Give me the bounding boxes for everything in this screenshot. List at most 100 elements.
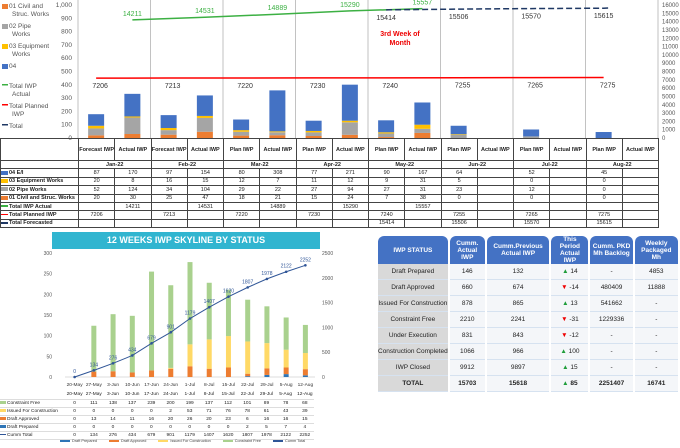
cumm-total-point [92, 369, 96, 372]
table-cell: 8 [114, 176, 152, 187]
table-cell: 27 [295, 185, 333, 195]
stacked-bar-segment [305, 136, 322, 138]
stacked-bar-segment [110, 371, 116, 377]
table-cell [621, 176, 660, 187]
legend-label: Cumm Total [283, 439, 306, 443]
cumm-actual: 15703 [449, 376, 485, 392]
stacked-bar-segment [245, 341, 251, 374]
month-label: Mar-22 [223, 159, 297, 170]
cumm-previous: 132 [486, 264, 550, 280]
stacked-bar-segment [450, 125, 467, 135]
this-period: ▲ 15 [551, 360, 589, 376]
x-axis-tick: 1-Jul [185, 382, 195, 388]
table-row: Draft Approved 0 13 14 11 16 20 26 20 23 6 16 16 15 [0, 415, 315, 424]
row-label-blank [0, 159, 79, 170]
table-cell: 15 [295, 193, 333, 203]
cumm-previous: 674 [486, 280, 550, 296]
category-label: Plan IWP [295, 138, 333, 161]
table-row: 01 Civil and Struc. Works 20 30 25 47 18 21 15 2… [0, 193, 660, 203]
table-cell: 0 [122, 407, 142, 416]
table-cell: 64 [440, 168, 478, 178]
table-cell: 76 [218, 407, 238, 416]
stacked-bar-segment [124, 117, 141, 135]
row-label-text: Total Forecasted [9, 220, 53, 227]
legend-swatch [1, 222, 8, 224]
right-axis-tick: 6000 [662, 86, 676, 92]
stacked-bar-segment [196, 95, 213, 116]
this-period-value: -12 [569, 332, 579, 339]
table-cell: 0 [65, 399, 85, 408]
table-cell: 2 [160, 407, 181, 416]
x-axis-tick: 17-Jun [144, 382, 159, 388]
right-axis-tick: 13000 [662, 28, 679, 34]
stacked-bar-segment [225, 367, 231, 377]
stacked-bar-segment [269, 90, 286, 132]
table-cell: 138 [103, 399, 123, 408]
cumm-actual: 1066 [449, 344, 485, 360]
stacked-bar-segment [124, 134, 141, 138]
stacked-bar-segment [88, 135, 105, 138]
row-label-blank [0, 391, 65, 400]
category-row: Forecast IWP Actual IWP Forecast IWP Actual… [0, 138, 660, 161]
skyline-title: 12 WEEKS IWP SKYLINE BY STATUS [52, 232, 320, 249]
left-axis-tick: 400 [61, 82, 72, 89]
pkd-backlog: - [590, 264, 633, 280]
legend-swatch [2, 44, 8, 49]
stacked-bar-segment [264, 368, 270, 375]
row-label-text: 02 Pipe Works [9, 186, 47, 193]
line-data-label: 7220 [237, 83, 253, 90]
table-cell: 68 [295, 399, 315, 408]
cumm-total-label: 1407 [204, 299, 215, 305]
left-axis-tick: 700 [61, 42, 72, 49]
cumm-total-point [207, 305, 211, 309]
stacked-bar-segment [305, 120, 322, 131]
table-cell: 15615 [585, 218, 623, 229]
x-axis-tick: 15-Jul [222, 382, 235, 388]
legend-swatch [0, 408, 6, 412]
month-label: Jun-22 [440, 159, 514, 170]
right-axis-tick: 2500 [322, 251, 333, 257]
right-axis-tick: 16000 [662, 3, 679, 9]
table-cell [367, 201, 406, 212]
week-label: 29-Jul [256, 391, 277, 400]
total-planned-iwp-line [96, 76, 604, 79]
table-cell: 12 [222, 176, 261, 187]
row-label: Total IWP Actual [0, 201, 79, 212]
table-cell: 29 [222, 185, 261, 195]
legend-swatch [1, 187, 8, 192]
table-cell [476, 168, 515, 178]
stacked-bar-segment [160, 134, 177, 138]
cumm-total-label: 0 [73, 369, 76, 375]
stacked-bar-segment [414, 102, 431, 125]
line-data-label: 14211 [123, 11, 142, 18]
table-cell: 0 [440, 193, 478, 203]
line-data-label: 7213 [165, 83, 181, 90]
category-label: Plan IWP [222, 138, 261, 161]
status-name: Construction Completed [378, 344, 448, 360]
table-cell: 20 [160, 415, 181, 424]
table-cell: 200 [160, 399, 181, 408]
pkd-backlog: 1229336 [590, 312, 633, 328]
table-cell: 16 [276, 415, 296, 424]
right-axis-tick: 1500 [322, 301, 333, 307]
stacked-bar-segment [233, 131, 250, 136]
legend-label: 01 Civil and Struc. Works [9, 3, 50, 18]
legend-label: Total Planned IWP [9, 103, 49, 118]
week-label: 3-Jun [103, 391, 123, 400]
row-label-text: Issued For Construction [7, 408, 58, 414]
cumm-total-label: 1978 [261, 271, 272, 277]
this-period-value: -31 [569, 316, 579, 323]
week-label: 24-Jun [160, 391, 181, 400]
category-label: Actual IWP [259, 138, 297, 161]
stacked-bar-segment [206, 282, 212, 340]
table-cell: 7 [367, 193, 406, 203]
row-label: Draft Approved [0, 415, 65, 424]
stacked-bar-segment [414, 128, 431, 133]
arrow-up-icon: ▲ [562, 380, 571, 387]
left-axis-tick: 800 [61, 29, 72, 36]
left-axis-tick: 300 [61, 95, 72, 102]
table-cell [295, 201, 333, 212]
category-label: Actual IWP [404, 138, 442, 161]
legend-item: Issued For Construction [158, 439, 211, 443]
table-cell: 7213 [150, 210, 188, 220]
